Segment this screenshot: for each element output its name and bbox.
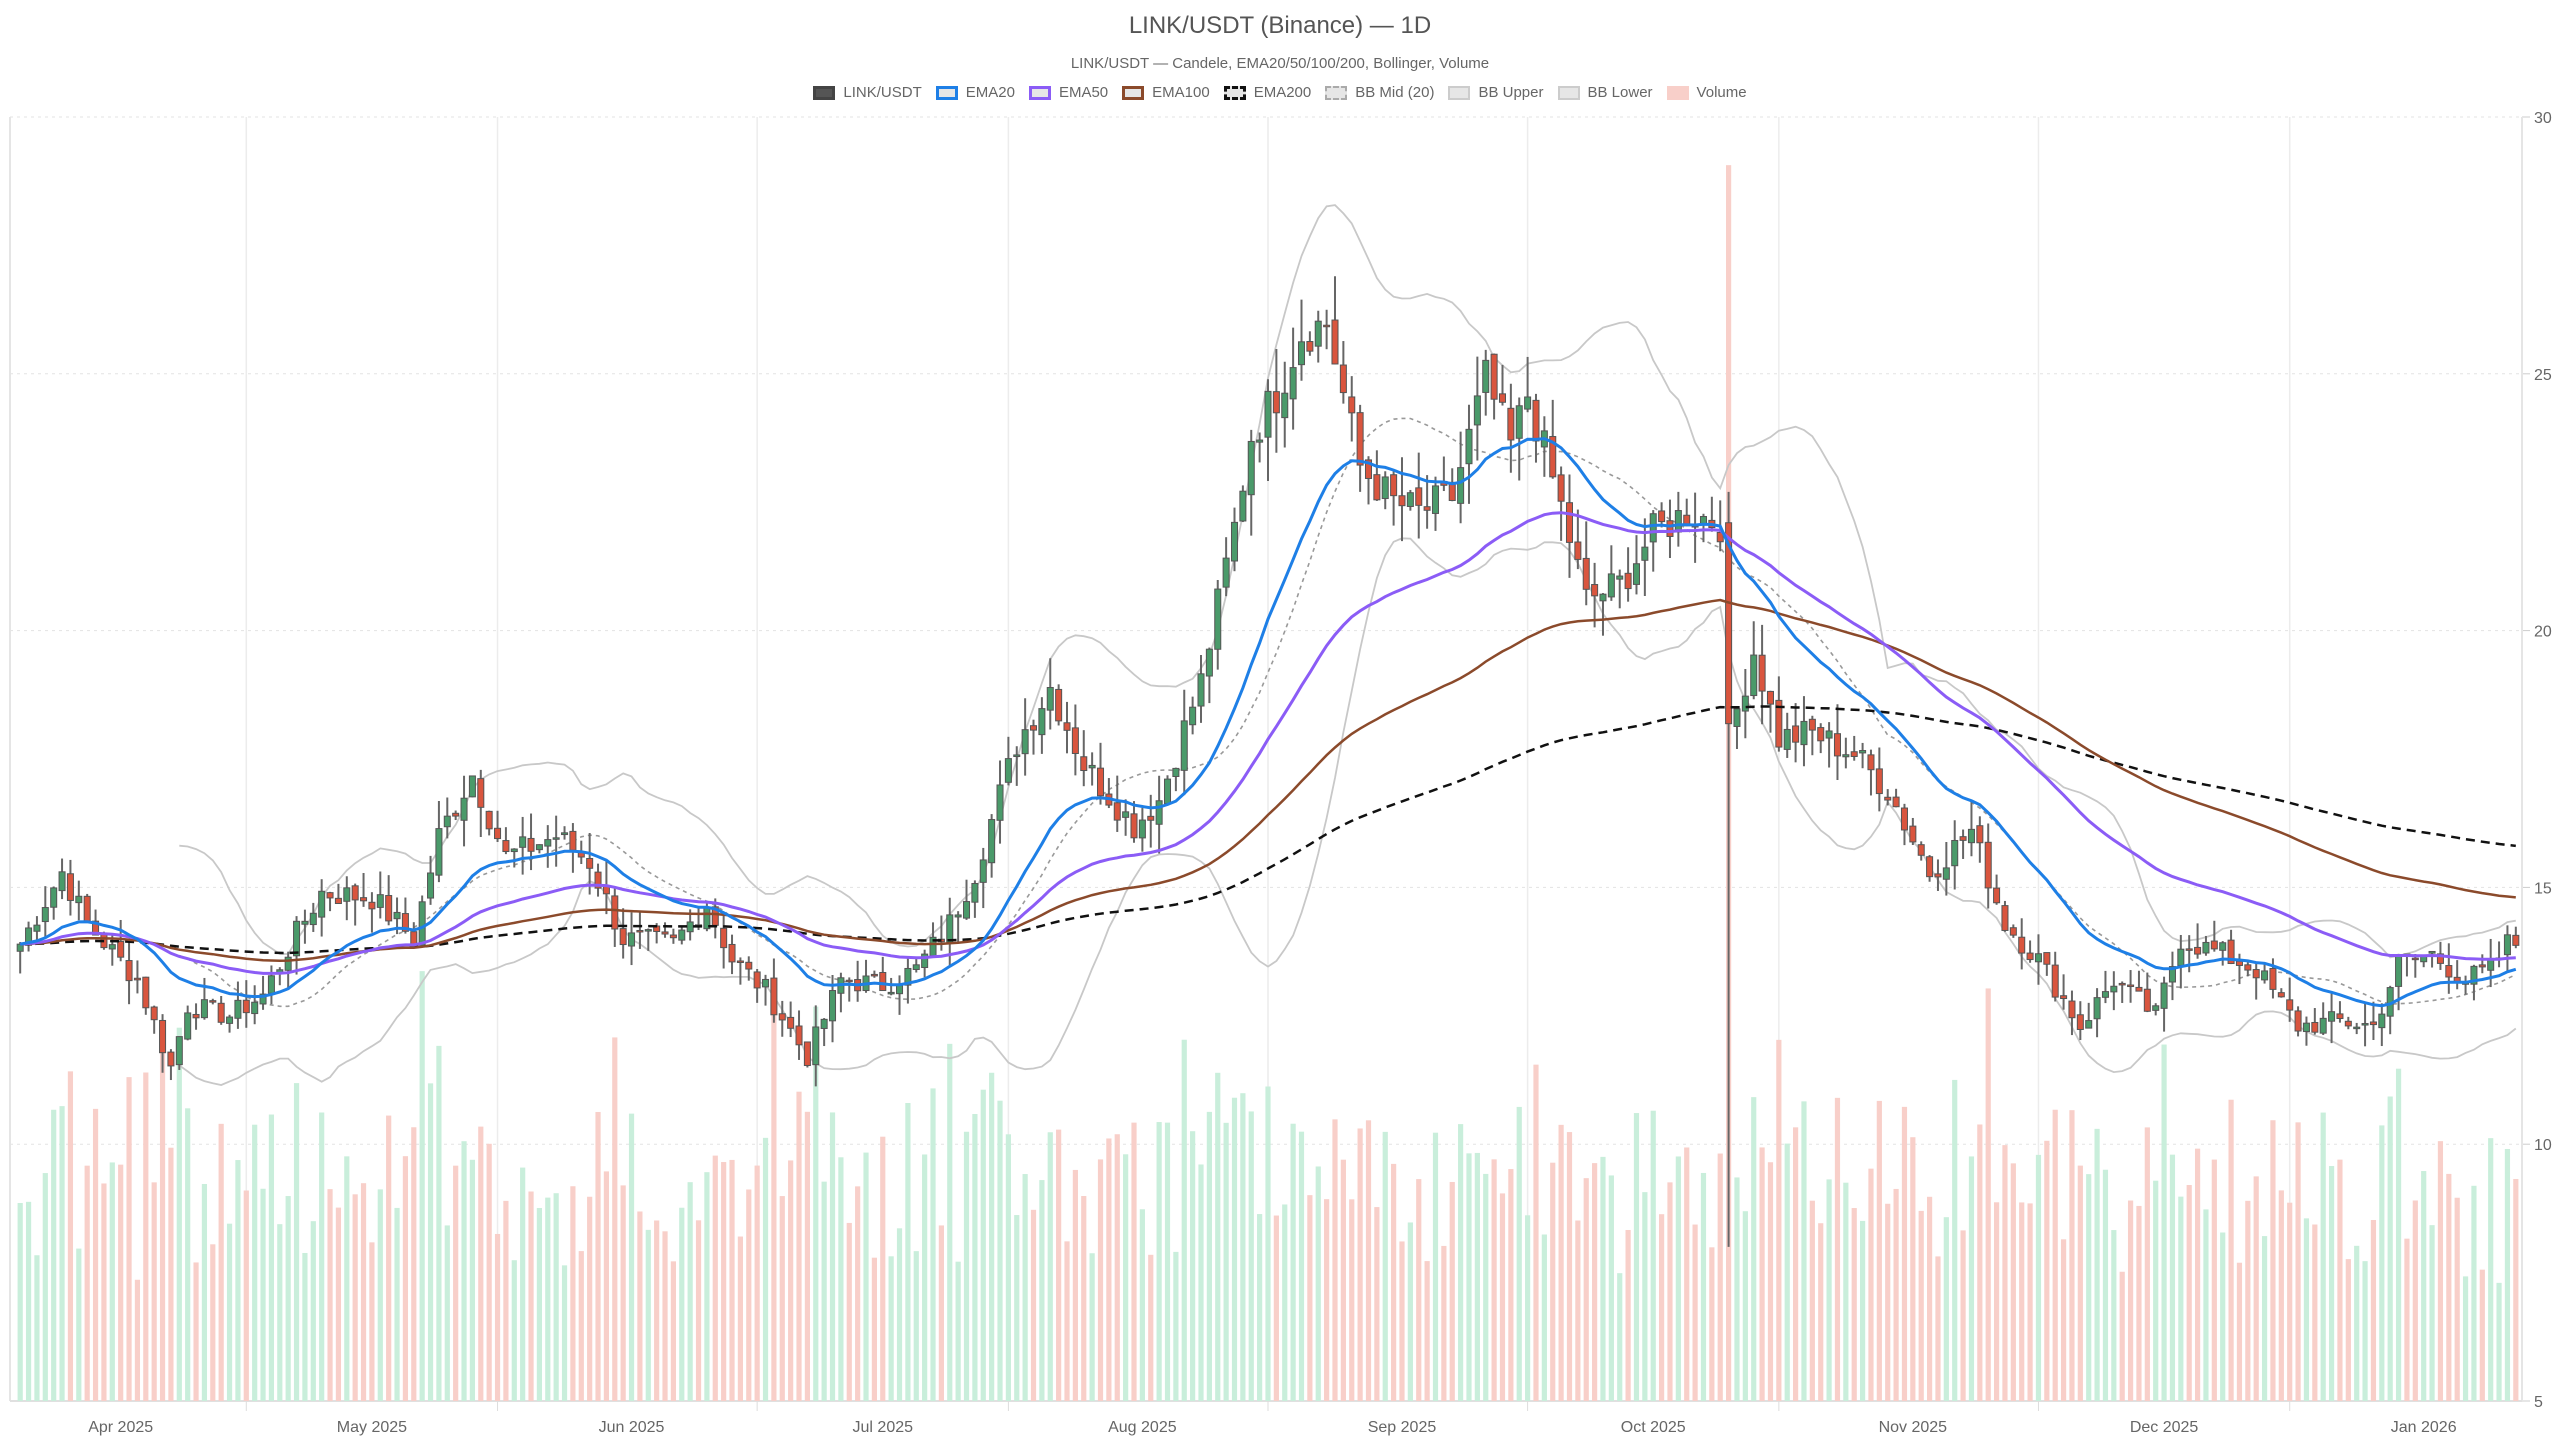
legend-label: BB Mid (20): [1355, 84, 1435, 101]
y-tick-label: 15: [2534, 880, 2552, 897]
legend-swatch-icon: [1122, 85, 1145, 100]
legend-item-bb-mid-20-[interactable]: BB Mid (20): [1325, 84, 1434, 101]
legend-label: BB Upper: [1478, 84, 1544, 101]
y-tick-label: 25: [2534, 367, 2552, 384]
x-tick-label: Dec 2025: [2130, 1419, 2199, 1436]
x-tick-label: May 2025: [337, 1419, 407, 1436]
bb-upper-line: [179, 204, 2516, 959]
legend-swatch-icon: [1448, 85, 1471, 100]
legend-swatch-icon: [1028, 85, 1051, 100]
legend-label: Volume: [1696, 84, 1747, 101]
legend-swatch-icon: [813, 85, 836, 100]
legend-swatch-icon: [1557, 85, 1580, 100]
x-tick-label: Oct 2025: [1621, 1419, 1686, 1436]
x-tick-label: Jun 2025: [599, 1419, 665, 1436]
legend-swatch-icon: [1325, 85, 1348, 100]
y-tick-label: 5: [2534, 1394, 2543, 1411]
chart-legend: LINK/USDT EMA20 EMA50 EMA100 EMA200 BB Mid (2…: [0, 84, 2560, 101]
legend-label: BB Lower: [1587, 84, 1653, 101]
legend-label: EMA200: [1253, 84, 1312, 101]
legend-label: LINK/USDT: [843, 84, 922, 101]
ema50-line: [20, 511, 2516, 975]
legend-item-bb-lower[interactable]: BB Lower: [1557, 84, 1653, 101]
ema200-line: [20, 705, 2516, 955]
y-tick-label: 10: [2534, 1137, 2552, 1154]
legend-label: EMA20: [965, 84, 1015, 101]
bb-mid-line: [178, 417, 2517, 1008]
chart-subtitle: LINK/USDT — Candele, EMA20/50/100/200, B…: [1070, 55, 1490, 72]
legend-label: EMA50: [1058, 84, 1109, 101]
x-tick-label: Sep 2025: [1368, 1419, 1437, 1436]
candlesticks: [16, 276, 2520, 1247]
x-tick-label: Nov 2025: [1879, 1419, 1948, 1436]
legend-item-ema50[interactable]: EMA50: [1028, 84, 1109, 101]
legend-swatch-icon: [1666, 85, 1689, 100]
volume-bars: [17, 165, 2519, 1401]
legend-swatch-icon: [935, 85, 958, 100]
x-tick-label: Aug 2025: [1108, 1419, 1177, 1436]
legend-item-bb-upper[interactable]: BB Upper: [1448, 84, 1544, 101]
legend-item-volume[interactable]: Volume: [1666, 84, 1747, 101]
y-tick-label: 20: [2534, 624, 2552, 641]
legend-item-ema20[interactable]: EMA20: [935, 84, 1015, 101]
legend-label: EMA100: [1152, 84, 1210, 101]
x-tick-label: Jan 2026: [2391, 1419, 2457, 1436]
bb-lower-line: [178, 537, 2517, 1086]
legend-swatch-icon: [1223, 85, 1246, 100]
legend-item-ema200[interactable]: EMA200: [1223, 84, 1312, 101]
chart-title: LINK/USDT (Binance) — 1D: [1128, 12, 1432, 39]
x-tick-label: Jul 2025: [853, 1419, 914, 1436]
ema100-line: [20, 598, 2516, 962]
ema20-line: [19, 437, 2517, 1008]
legend-item-ema100[interactable]: EMA100: [1122, 84, 1210, 101]
x-tick-label: Apr 2025: [88, 1419, 153, 1436]
legend-item-link-usdt[interactable]: LINK/USDT: [813, 84, 922, 101]
y-tick-label: 30: [2534, 110, 2552, 127]
